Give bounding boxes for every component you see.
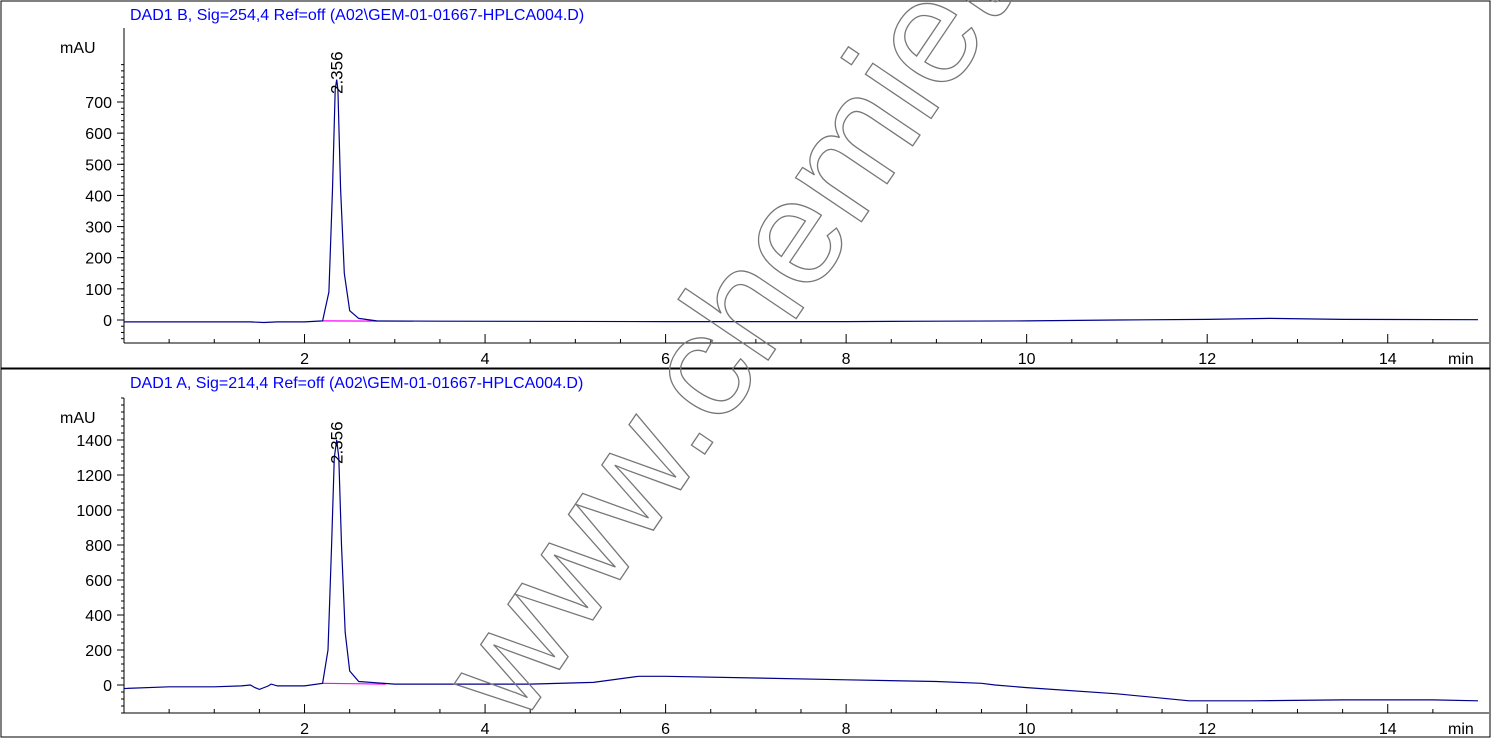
- y-axis-unit-label: mAU: [60, 410, 96, 427]
- panel-frame: [0, 0, 1491, 369]
- y-tick-label: 200: [85, 251, 112, 268]
- y-tick-label: 0: [103, 678, 112, 695]
- y-tick-label: 1200: [76, 468, 112, 485]
- x-tick-label: 12: [1198, 721, 1216, 738]
- x-axis-unit-label: min: [1448, 351, 1474, 368]
- x-tick-label: 4: [481, 721, 490, 738]
- y-tick-label: 800: [85, 538, 112, 555]
- signal-title: DAD1 A, Sig=214,4 Ref=off (A02\GEM-01-01…: [130, 375, 583, 392]
- y-tick-label: 400: [85, 188, 112, 205]
- y-tick-label: 200: [85, 643, 112, 660]
- y-tick-label: 600: [85, 126, 112, 143]
- x-tick-label: 2: [300, 351, 309, 368]
- y-axis: 0 100 200 300 400 500 600 700: [85, 64, 124, 340]
- x-axis-unit-label: min: [1448, 721, 1474, 738]
- y-tick-label: 300: [85, 220, 112, 237]
- x-tick-label: 2: [300, 721, 309, 738]
- x-axis: 2 4 6 8 10 12 14: [168, 334, 1434, 368]
- x-tick-label: 14: [1379, 721, 1397, 738]
- y-tick-label: 0: [103, 313, 112, 330]
- x-axis: 2 4 6 8 10 12 14: [168, 704, 1434, 738]
- signal-trace: [123, 439, 1479, 702]
- x-tick-label: 4: [481, 351, 490, 368]
- y-tick-label: 700: [85, 95, 112, 112]
- chromatogram-panel-254nm: DAD1 B, Sig=254,4 Ref=off (A02\GEM-01-01…: [0, 0, 1491, 369]
- x-tick-label: 12: [1198, 351, 1216, 368]
- x-tick-label: 10: [1018, 721, 1036, 738]
- y-tick-label: 400: [85, 608, 112, 625]
- chromatogram-panel-214nm: DAD1 A, Sig=214,4 Ref=off (A02\GEM-01-01…: [0, 368, 1491, 738]
- y-tick-label: 100: [85, 282, 112, 299]
- peak-label: 2.356: [328, 421, 347, 464]
- panel-frame: [0, 368, 1491, 738]
- y-axis-unit-label: mAU: [60, 40, 96, 57]
- y-tick-label: 1400: [76, 433, 112, 450]
- integration-baseline: [322, 682, 386, 685]
- signal-trace: [124, 79, 1479, 324]
- x-tick-label: 14: [1379, 351, 1397, 368]
- x-tick-label: 8: [842, 721, 851, 738]
- y-tick-label: 600: [85, 573, 112, 590]
- x-tick-label: 6: [661, 351, 670, 368]
- y-tick-label: 1000: [76, 503, 112, 520]
- x-tick-label: 6: [661, 721, 670, 738]
- x-tick-label: 8: [842, 351, 851, 368]
- signal-title: DAD1 B, Sig=254,4 Ref=off (A02\GEM-01-01…: [130, 7, 584, 24]
- x-tick-label: 10: [1018, 351, 1036, 368]
- peak-label: 2.356: [328, 51, 347, 94]
- y-tick-label: 500: [85, 157, 112, 174]
